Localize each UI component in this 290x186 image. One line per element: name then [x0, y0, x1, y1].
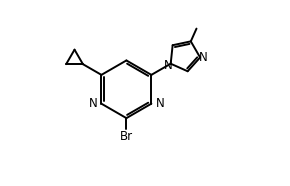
Text: N: N [164, 59, 172, 72]
Text: N: N [88, 97, 97, 110]
Text: N: N [199, 51, 208, 64]
Text: Br: Br [120, 130, 133, 143]
Text: N: N [155, 97, 164, 110]
